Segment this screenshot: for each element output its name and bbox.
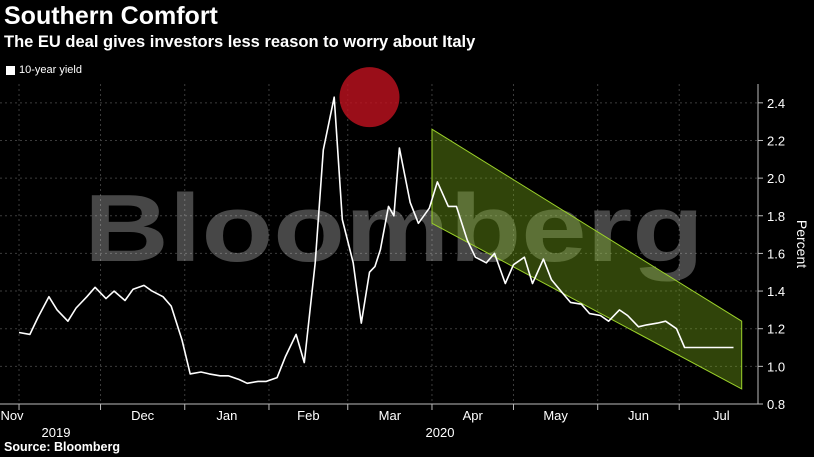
y-tick-label: 0.8 xyxy=(767,397,785,412)
x-tick-label: Apr xyxy=(463,408,484,423)
x-tick-label: Dec xyxy=(131,408,155,423)
y-tick-label: 1.6 xyxy=(767,246,785,261)
y-axis-label: Percent xyxy=(794,220,810,268)
chart-title: Southern Comfort xyxy=(4,2,218,30)
downtrend-channel xyxy=(431,128,743,390)
y-tick-label: 1.2 xyxy=(767,322,785,337)
x-tick-label: Feb xyxy=(297,408,319,423)
y-tick-label: 2.4 xyxy=(767,96,785,111)
highlight-circle xyxy=(339,67,400,128)
legend: 10-year yield xyxy=(6,64,82,76)
x-tick-label: Mar xyxy=(379,408,402,423)
x-tick-label: Jan xyxy=(216,408,237,423)
source-note: Source: Bloomberg xyxy=(4,440,120,454)
y-tick-label: 1.8 xyxy=(767,209,785,224)
legend-label: 10-year yield xyxy=(19,64,82,76)
x-tick-label: Jun xyxy=(628,408,649,423)
y-tick-label: 1.4 xyxy=(767,284,785,299)
bloomberg-watermark: Bloomberg xyxy=(84,175,704,282)
legend-swatch xyxy=(6,65,15,75)
y-tick-label: 2.2 xyxy=(767,133,785,148)
y-tick-label: 1.0 xyxy=(767,359,785,374)
y-tick-label: 2.0 xyxy=(767,171,785,186)
x-year-label: 2020 xyxy=(426,425,455,440)
chart-subtitle: The EU deal gives investors less reason … xyxy=(4,33,476,51)
x-tick-label: Jul xyxy=(713,408,730,423)
x-tick-label: Nov xyxy=(0,408,24,423)
x-tick-label: May xyxy=(543,408,568,423)
x-year-label: 2019 xyxy=(42,425,71,440)
series-line-10-year-yield xyxy=(18,96,734,385)
